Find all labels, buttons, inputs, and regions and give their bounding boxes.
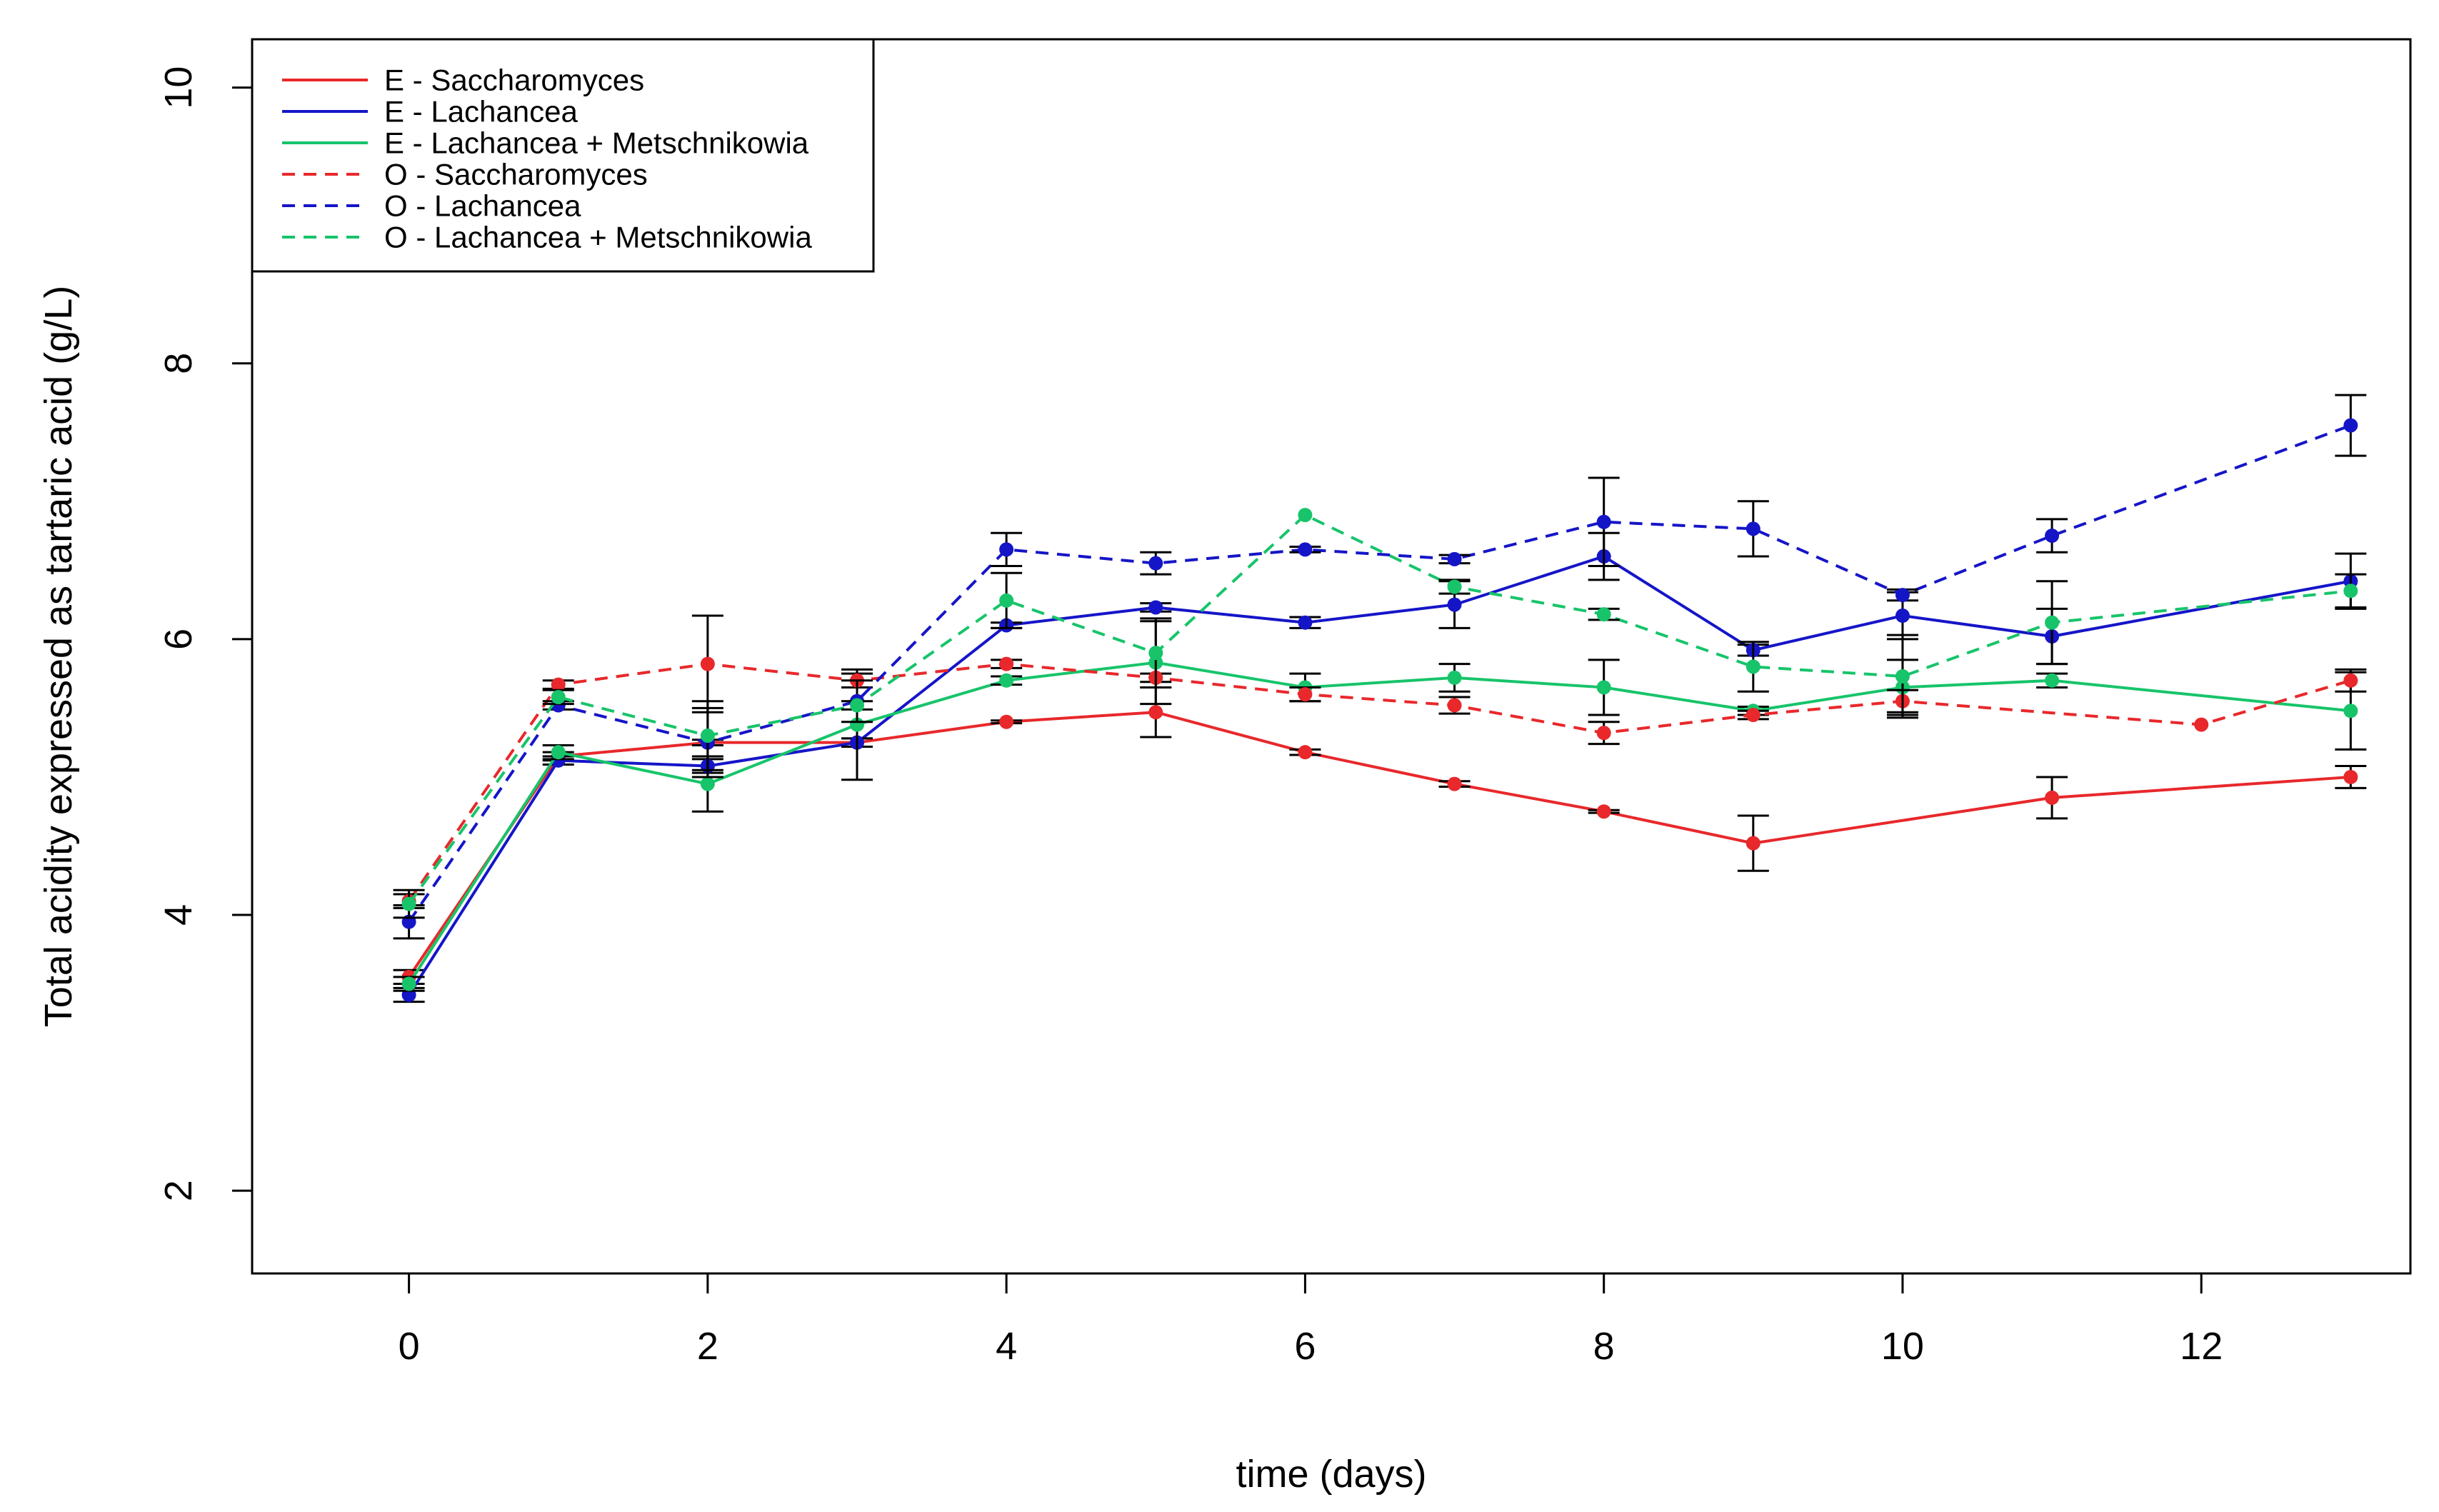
data-point — [700, 776, 715, 791]
legend-label: E - Lachancea — [384, 95, 578, 129]
data-point — [1447, 551, 1462, 566]
data-point — [551, 677, 566, 692]
x-tick-label: 2 — [697, 1325, 718, 1368]
x-axis: 0 2 4 6 8 10 12 — [399, 1272, 2223, 1368]
data-point — [2343, 704, 2358, 719]
data-point — [999, 656, 1014, 671]
x-axis-label: time (days) — [1236, 1453, 1426, 1496]
x-tick-label: 10 — [1881, 1325, 1924, 1368]
data-point — [1148, 646, 1163, 661]
data-point — [2194, 717, 2209, 732]
data-point — [551, 745, 566, 760]
data-point — [1596, 680, 1611, 695]
series-2 — [393, 620, 2367, 992]
data-point — [1298, 615, 1313, 630]
data-point — [1746, 836, 1761, 851]
data-point — [1895, 609, 1910, 624]
data-point — [551, 689, 566, 704]
data-point — [999, 714, 1014, 729]
data-point — [1148, 705, 1163, 720]
y-tick-label: 8 — [157, 353, 200, 374]
data-point — [1148, 556, 1163, 571]
data-point — [2045, 790, 2060, 805]
data-point — [700, 656, 715, 671]
data-point — [999, 542, 1014, 557]
y-tick-label: 6 — [157, 629, 200, 650]
data-point — [1746, 708, 1761, 723]
y-tick-label: 10 — [157, 66, 200, 109]
x-tick-label: 12 — [2180, 1325, 2223, 1368]
data-point — [999, 673, 1014, 688]
data-point — [1447, 776, 1462, 791]
data-point — [1895, 588, 1910, 603]
series-line — [407, 711, 2351, 978]
data-point — [1447, 670, 1462, 685]
data-point — [1298, 542, 1313, 557]
data-point — [1746, 521, 1761, 536]
data-point — [1596, 514, 1611, 529]
y-axis-label: Total acidity expressed as tartaric acid… — [37, 286, 80, 1027]
data-point — [2343, 418, 2358, 433]
x-tick-label: 0 — [399, 1325, 420, 1368]
series-layer — [393, 394, 2367, 1003]
data-point — [1298, 745, 1313, 760]
legend-label: E - Saccharomyces — [384, 64, 644, 97]
data-point — [2045, 615, 2060, 630]
data-point — [2343, 673, 2358, 688]
data-point — [1895, 669, 1910, 684]
data-point — [1596, 804, 1611, 819]
data-point — [1298, 687, 1313, 702]
data-point — [401, 896, 416, 911]
series-5 — [393, 508, 2367, 919]
data-point — [1746, 659, 1761, 674]
data-point — [401, 976, 416, 991]
y-tick-label: 4 — [157, 904, 200, 926]
x-tick-label: 8 — [1593, 1325, 1615, 1368]
data-point — [849, 698, 864, 713]
y-axis: 2 4 6 8 10 — [157, 66, 254, 1201]
data-point — [1298, 508, 1313, 523]
data-point — [1596, 607, 1611, 622]
y-tick-label: 2 — [157, 1180, 200, 1201]
data-point — [2045, 529, 2060, 544]
legend-box — [251, 38, 875, 273]
x-tick-label: 6 — [1294, 1325, 1316, 1368]
x-tick-label: 4 — [996, 1325, 1017, 1368]
legend-label: O - Saccharomyces — [384, 158, 648, 191]
data-point — [1447, 698, 1462, 713]
series-line — [407, 514, 2351, 905]
data-point — [1447, 579, 1462, 594]
data-point — [700, 729, 715, 744]
data-point — [1596, 726, 1611, 741]
data-point — [2343, 769, 2358, 784]
data-point — [2045, 673, 2060, 688]
series-line — [407, 661, 2351, 985]
data-point — [999, 593, 1014, 608]
legend-label: O - Lachancea — [384, 189, 581, 223]
legend-label: E - Lachancea + Metschnikowia — [384, 126, 809, 160]
data-point — [2343, 584, 2358, 599]
data-point — [1148, 600, 1163, 615]
series-3 — [393, 614, 2367, 909]
legend-label: O - Lachancea + Metschnikowia — [384, 221, 812, 254]
data-point — [1447, 597, 1462, 612]
